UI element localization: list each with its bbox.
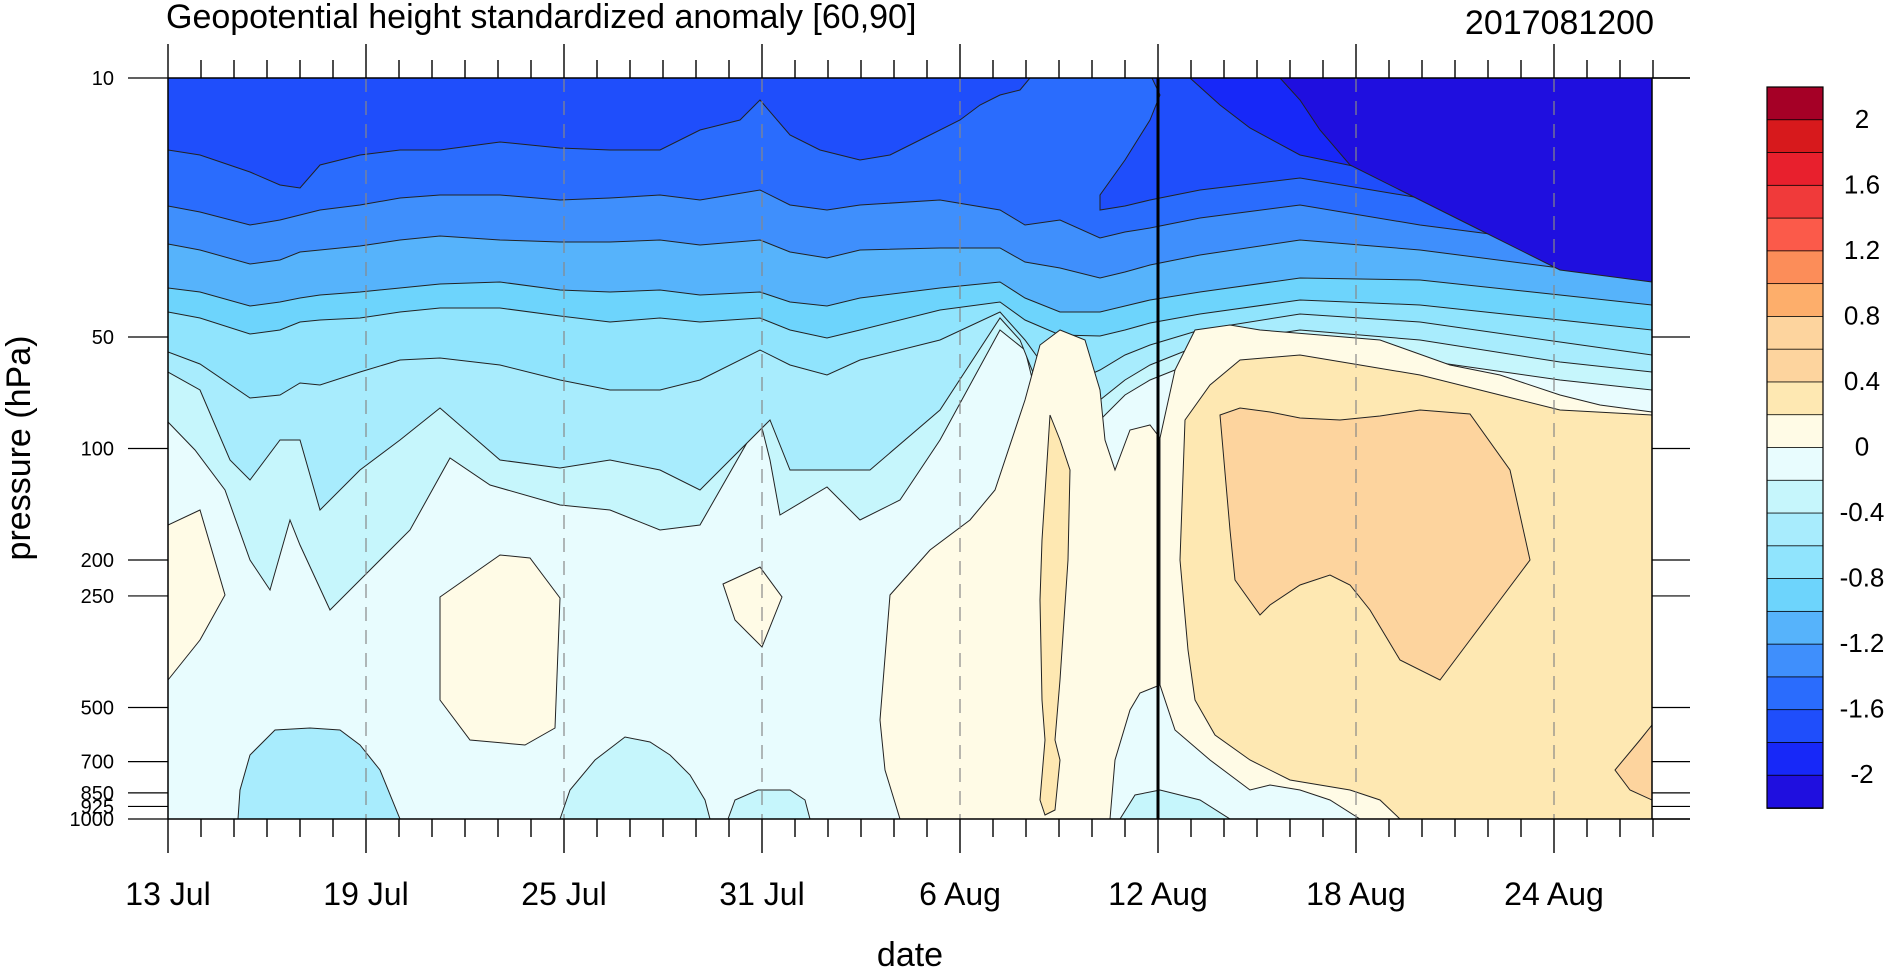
colorbar-label: -1.2 bbox=[1840, 628, 1885, 658]
colorbar-swatch bbox=[1766, 774, 1824, 809]
plot-area bbox=[168, 78, 1652, 819]
y-tick-label: 500 bbox=[81, 697, 114, 719]
contour-band-p0-left bbox=[168, 509, 226, 681]
contour-band-p0.4-right bbox=[1219, 407, 1531, 681]
x-tick-label: 6 Aug bbox=[919, 876, 1001, 912]
y-tick-label: 10 bbox=[92, 68, 114, 90]
x-tick-label: 13 Jul bbox=[125, 876, 210, 912]
colorbar-swatch bbox=[1766, 381, 1824, 416]
colorbar-swatch bbox=[1766, 316, 1824, 351]
contour-band-n0.4-low-aug12 bbox=[1119, 789, 1231, 819]
x-axis: 13 Jul 19 Jul 25 Jul 31 Jul 6 Aug 12 Aug 18 Au… bbox=[125, 44, 1654, 912]
colorbar-label: 2 bbox=[1855, 104, 1869, 134]
contour-bands bbox=[168, 78, 1652, 819]
contour-band-p0.2-mid bbox=[1039, 414, 1071, 816]
contour-band-p0-jul22 bbox=[439, 554, 561, 746]
colorbar-label: 1.2 bbox=[1844, 235, 1880, 265]
colorbar-label: -0.4 bbox=[1840, 497, 1885, 527]
contour-band-p0.4-corner bbox=[1614, 724, 1652, 801]
colorbar-swatch bbox=[1766, 709, 1824, 744]
colorbar: 2 1.6 1.2 0.8 0.4 0 -0.4 -0.8 -1.2 -1.6 -2 bbox=[1766, 86, 1885, 809]
contour-band-n0.4-low-jul31 bbox=[727, 789, 811, 819]
chart-date-label: 2017081200 bbox=[1465, 4, 1654, 42]
colorbar-swatch bbox=[1766, 152, 1824, 187]
colorbar-swatch bbox=[1766, 742, 1824, 777]
y-tick-label: 50 bbox=[92, 327, 114, 349]
colorbar-label: -2 bbox=[1850, 759, 1873, 789]
colorbar-swatch bbox=[1766, 184, 1824, 219]
y-tick-label: 250 bbox=[81, 586, 114, 608]
y-tick-label: 200 bbox=[81, 550, 114, 572]
x-axis-label: date bbox=[877, 936, 943, 969]
y-tick-label: 700 bbox=[81, 752, 114, 774]
y-tick-label: 1000 bbox=[70, 809, 115, 831]
colorbar-swatch bbox=[1766, 545, 1824, 580]
x-tick-label: 19 Jul bbox=[323, 876, 408, 912]
colorbar-swatch bbox=[1766, 86, 1824, 121]
y-tick-label: 100 bbox=[81, 439, 114, 461]
contour-band-n0.6-low-left bbox=[237, 727, 401, 819]
colorbar-swatch bbox=[1766, 283, 1824, 318]
x-tick-label: 18 Aug bbox=[1306, 876, 1406, 912]
colorbar-label: 1.6 bbox=[1844, 169, 1880, 199]
colorbar-swatch bbox=[1766, 578, 1824, 613]
colorbar-swatch bbox=[1766, 610, 1824, 646]
x-tick-label: 25 Jul bbox=[521, 876, 606, 912]
colorbar-swatch bbox=[1766, 479, 1824, 514]
contour-band-p0-jul30 bbox=[722, 566, 783, 648]
colorbar-label: -1.6 bbox=[1840, 694, 1885, 724]
colorbar-label: 0.8 bbox=[1844, 300, 1880, 330]
y-axis-label: pressure (hPa) bbox=[0, 336, 38, 561]
colorbar-swatch bbox=[1766, 217, 1824, 252]
colorbar-swatch bbox=[1766, 676, 1824, 711]
colorbar-swatch bbox=[1766, 414, 1824, 449]
x-tick-label: 24 Aug bbox=[1504, 876, 1604, 912]
contour-band-n2.2 bbox=[1279, 78, 1652, 283]
x-tick-label: 31 Jul bbox=[719, 876, 804, 912]
colorbar-label: 0.4 bbox=[1844, 366, 1880, 396]
contour-band-n0.4-low-mid bbox=[559, 736, 711, 819]
colorbar-swatch bbox=[1766, 250, 1824, 285]
colorbar-swatch bbox=[1766, 119, 1824, 154]
y-tick-label: 850 bbox=[81, 783, 114, 805]
colorbar-swatch bbox=[1766, 643, 1824, 678]
x-tick-label: 12 Aug bbox=[1108, 876, 1208, 912]
colorbar-frame bbox=[1766, 86, 1824, 809]
colorbar-swatch bbox=[1766, 348, 1824, 383]
colorbar-swatch bbox=[1766, 447, 1824, 482]
colorbar-swatch bbox=[1766, 512, 1824, 547]
colorbar-label: 0 bbox=[1855, 432, 1869, 462]
chart-title: Geopotential height standardized anomaly… bbox=[166, 0, 916, 36]
colorbar-label: -0.8 bbox=[1840, 563, 1885, 593]
y-tick-label: 925 bbox=[81, 796, 114, 818]
x-gridlines bbox=[365, 78, 1555, 819]
